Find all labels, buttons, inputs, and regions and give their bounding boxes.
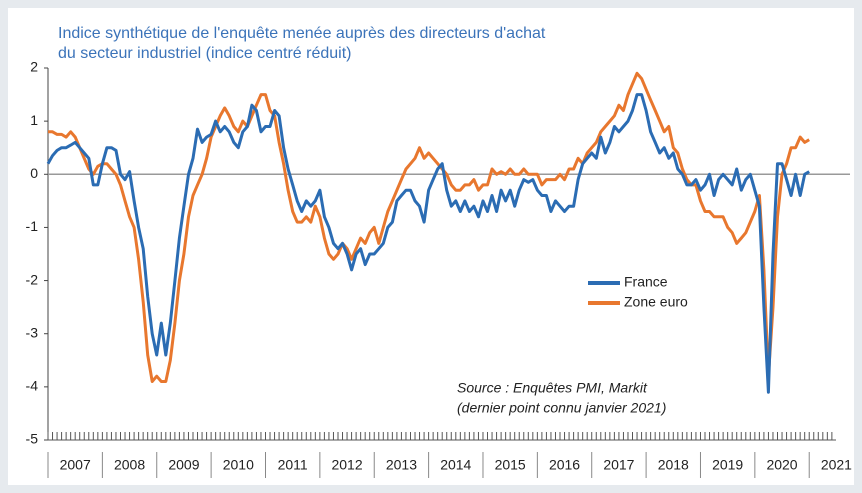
x-tick-label: 2010	[223, 457, 254, 473]
series-line	[48, 71, 810, 383]
x-tick-label: 2021	[821, 457, 852, 473]
annotation: Source : Enquêtes PMI, Markit	[457, 380, 648, 396]
y-tick-label: 1	[30, 112, 38, 128]
panel	[8, 8, 854, 485]
y-tick-label: 2	[30, 59, 38, 75]
x-tick-label: 2007	[60, 457, 91, 473]
x-tick-label: 2019	[712, 457, 743, 473]
x-tick-label: 2008	[114, 457, 145, 473]
y-tick-label: -3	[26, 324, 39, 340]
series-line	[46, 93, 810, 394]
x-tick-label: 2017	[603, 457, 634, 473]
y-tick-label: -4	[26, 378, 39, 394]
annotation: (dernier point connu janvier 2021)	[457, 400, 666, 416]
x-tick-label: 2015	[495, 457, 526, 473]
x-tick-label: 2011	[278, 457, 308, 473]
legend-label: Zone euro	[624, 294, 688, 310]
y-tick-label: 0	[30, 165, 38, 181]
y-tick-label: -5	[26, 431, 39, 447]
chart-title: Indice synthétique de l'enquête menée au…	[58, 25, 546, 42]
x-tick-label: 2020	[766, 457, 797, 473]
chart-title: du secteur industriel (indice centré réd…	[58, 45, 351, 62]
x-tick-label: 2013	[386, 457, 417, 473]
y-tick-label: -2	[26, 271, 39, 287]
x-tick-label: 2018	[658, 457, 689, 473]
x-tick-label: 2014	[440, 457, 471, 473]
y-tick-label: -1	[26, 218, 39, 234]
legend-label: France	[624, 274, 668, 290]
x-tick-label: 2012	[331, 457, 362, 473]
x-tick-label: 2009	[168, 457, 199, 473]
x-tick-label: 2016	[549, 457, 580, 473]
